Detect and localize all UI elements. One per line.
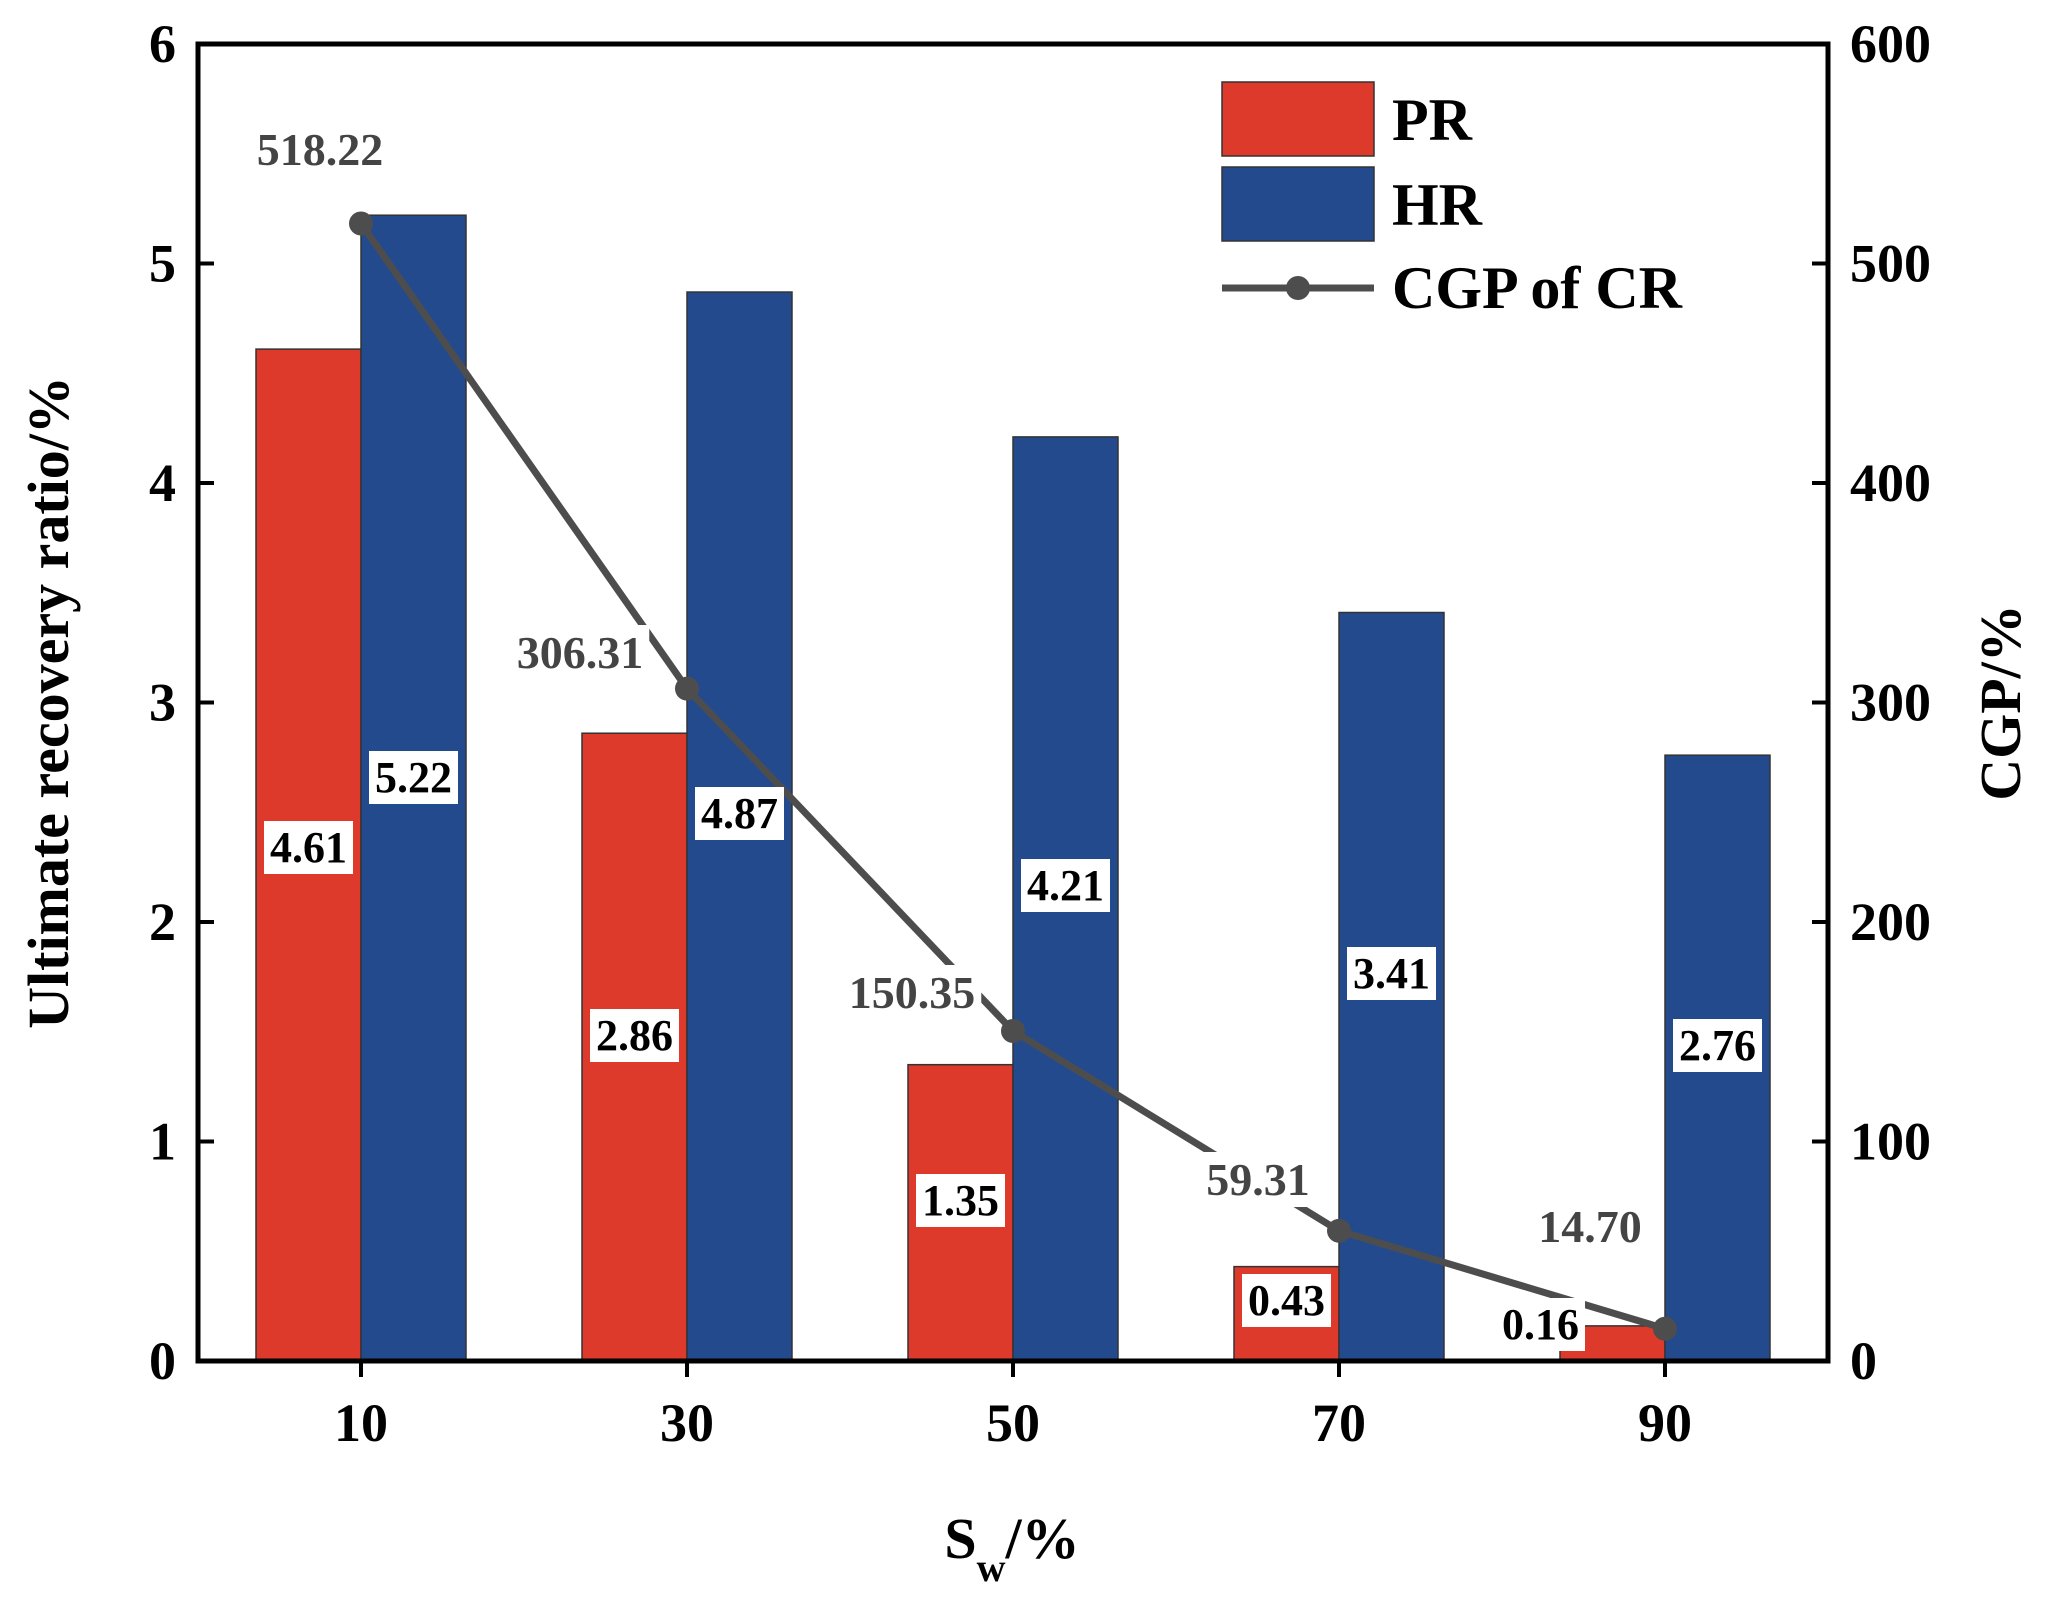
hr-label-10-group: 5.22 xyxy=(369,751,458,804)
y-tick-label: 1 xyxy=(149,1112,176,1172)
cgp-label-30-group: 306.31 xyxy=(510,625,650,680)
y-tick-label: 2 xyxy=(149,892,176,952)
x-tick-label: 90 xyxy=(1638,1393,1692,1453)
y-tick-label: 3 xyxy=(149,673,176,733)
pr-label-90-bg xyxy=(1496,1298,1585,1351)
hr-label-50-bg xyxy=(1021,859,1110,912)
legend: PR HR CGP of CR xyxy=(1221,81,1683,321)
cgp-label-30-bg xyxy=(510,625,650,680)
cgp-point-70 xyxy=(1327,1218,1351,1243)
hr-label-50: 4.21 xyxy=(1027,861,1104,910)
y-tick-label: 6 xyxy=(149,14,176,74)
y-tick-label: 0 xyxy=(149,1331,176,1391)
cgp-label-90-bg xyxy=(1532,1199,1648,1254)
y2-tick-label: 100 xyxy=(1850,1112,1931,1172)
hr-label-70-bg xyxy=(1347,947,1436,1000)
legend-swatch-pr xyxy=(1221,81,1375,157)
cgp-point-50 xyxy=(1001,1018,1025,1043)
x-tick-label: 30 xyxy=(660,1393,714,1453)
pr-label-90-group: 0.16 xyxy=(1496,1298,1585,1351)
cgp-label-70-bg xyxy=(1200,1152,1316,1207)
x-tick-label: 10 xyxy=(334,1393,388,1453)
cgp-point-90 xyxy=(1653,1316,1677,1341)
pr-label-50-bg xyxy=(916,1174,1005,1227)
pr-label-50-group: 1.35 xyxy=(916,1174,1005,1227)
hr-label-30-group: 4.87 xyxy=(695,787,784,840)
cgp-label-50-group: 150.35 xyxy=(842,965,982,1020)
y-tick-label: 4 xyxy=(149,453,176,513)
y2-tick-label: 600 xyxy=(1850,14,1931,74)
y-axis-title: Ultimate recovery ratio/% xyxy=(16,376,81,1029)
y2-tick-label: 0 xyxy=(1850,1331,1877,1391)
hr-label-30-bg xyxy=(695,787,784,840)
bars-layer xyxy=(255,214,1771,1362)
pr-label-10-bg xyxy=(264,821,353,874)
legend-label-hr: HR xyxy=(1392,172,1483,238)
cgp-label-70-group: 59.31 xyxy=(1200,1152,1316,1207)
legend-swatch-hr xyxy=(1221,166,1375,242)
hr-label-30: 4.87 xyxy=(701,789,778,838)
hr-label-10: 5.22 xyxy=(375,753,452,802)
cgp-label-10: 518.22 xyxy=(257,124,384,175)
cgp-label-30: 306.31 xyxy=(517,627,644,678)
labels-layer: 4.61 2.86 1.35 0.43 0.16 5.22 4.87 4.21 3.41 2.76… xyxy=(250,122,1762,1351)
hr-label-70: 3.41 xyxy=(1353,949,1430,998)
pr-label-90: 0.16 xyxy=(1502,1300,1579,1349)
y2-tick-label: 200 xyxy=(1850,892,1931,952)
legend-swatch-cgp-marker xyxy=(1286,276,1310,300)
x-tick-label: 70 xyxy=(1312,1393,1366,1453)
y2-axis-title: CGP/% xyxy=(1968,604,2033,801)
y2-tick-label: 500 xyxy=(1850,234,1931,294)
cgp-label-10-group: 518.22 xyxy=(250,122,390,177)
hr-label-90-bg xyxy=(1673,1019,1762,1072)
hr-label-50-group: 4.21 xyxy=(1021,859,1110,912)
axes-layer: 0 1 2 3 4 5 6 0 100 200 300 400 500 600 10 30 50 70 90 Ulti… xyxy=(16,14,2033,1590)
cgp-label-90-group: 14.70 xyxy=(1532,1199,1648,1254)
pr-label-30-bg xyxy=(590,1009,679,1062)
pr-label-70-bg xyxy=(1242,1274,1331,1327)
cgp-label-70: 59.31 xyxy=(1206,1154,1310,1205)
cgp-label-90: 14.70 xyxy=(1538,1201,1642,1252)
x-tick-label: 50 xyxy=(986,1393,1040,1453)
y-tick-label: 5 xyxy=(149,234,176,294)
line-layer xyxy=(349,211,1677,1341)
pr-label-50: 1.35 xyxy=(922,1176,999,1225)
pr-label-10: 4.61 xyxy=(270,823,347,872)
hr-label-90-group: 2.76 xyxy=(1673,1019,1762,1072)
y2-tick-label: 400 xyxy=(1850,453,1931,513)
y2-tick-label: 300 xyxy=(1850,673,1931,733)
x-axis-title: Sw/% xyxy=(944,1506,1079,1590)
legend-label-cgp: CGP of CR xyxy=(1392,255,1683,321)
pr-label-70-group: 0.43 xyxy=(1242,1274,1331,1327)
hr-label-10-bg xyxy=(369,751,458,804)
x-axis-title-sub: w xyxy=(977,1545,1006,1590)
cgp-label-10-bg xyxy=(250,122,390,177)
cgp-point-10 xyxy=(349,211,373,236)
hr-label-70-group: 3.41 xyxy=(1347,947,1436,1000)
x-axis-title-main: S xyxy=(944,1506,976,1571)
cgp-label-50: 150.35 xyxy=(849,967,976,1018)
pr-label-10-group: 4.61 xyxy=(264,821,353,874)
legend-label-pr: PR xyxy=(1392,87,1473,153)
hr-label-90: 2.76 xyxy=(1679,1021,1756,1070)
x-axis-title-suffix: /% xyxy=(1005,1506,1080,1571)
cgp-point-30 xyxy=(675,676,699,701)
cgp-label-50-bg xyxy=(842,965,982,1020)
pr-label-70: 0.43 xyxy=(1248,1276,1325,1325)
pr-label-30-group: 2.86 xyxy=(590,1009,679,1062)
pr-label-30: 2.86 xyxy=(596,1011,673,1060)
